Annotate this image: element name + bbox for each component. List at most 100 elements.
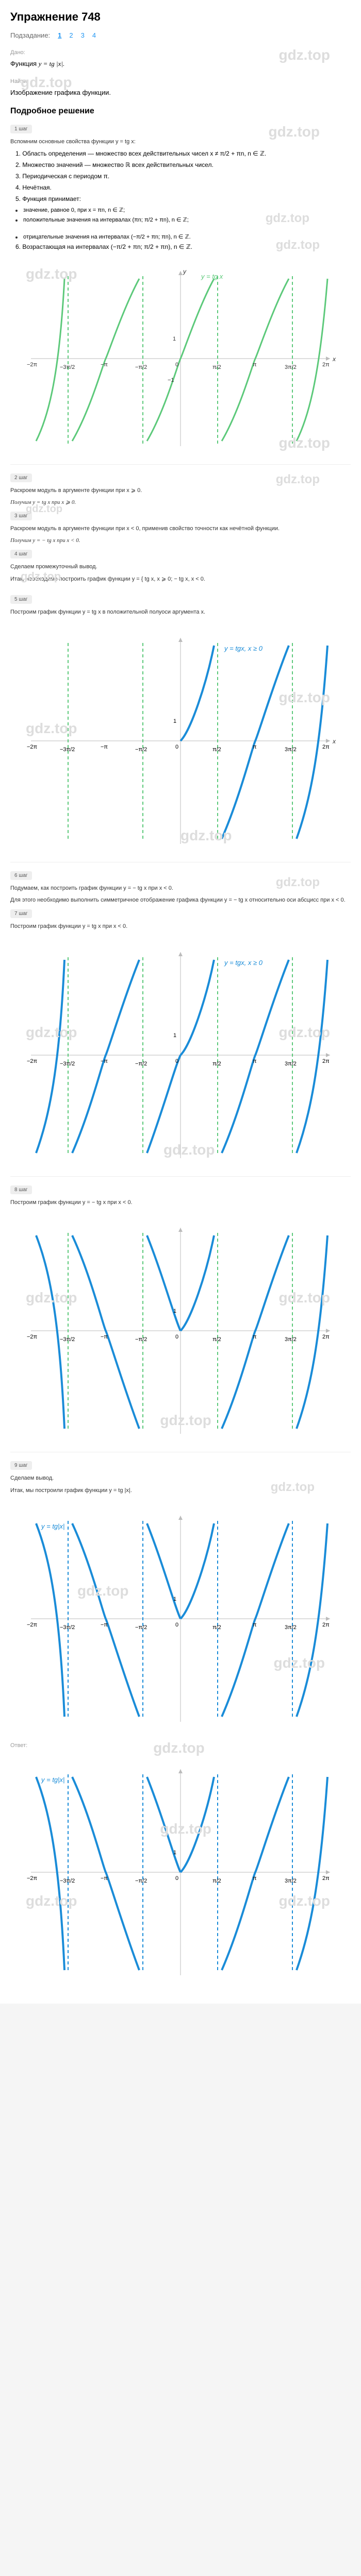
svg-text:3π/2: 3π/2 [285,1336,297,1343]
svg-text:−π/2: −π/2 [135,364,147,370]
text-line: Раскроем модуль в аргументе функции при … [10,524,351,534]
list-item: 3. Периодическая с периодом π. [10,173,351,180]
svg-text:0: 0 [175,362,178,368]
svg-text:−3π/2: −3π/2 [60,364,75,370]
svg-text:3π/2: 3π/2 [285,747,297,753]
step-badge: 1 шаг [10,125,32,133]
tab-3[interactable]: 3 [81,31,85,39]
bullet-item: значение, равное 0, при x = πn, n ∈ ℤ; [23,207,351,213]
step2-block: 2 шаг Раскроем модуль в аргументе функци… [10,472,351,617]
svg-text:y = tgx, x ≥ 0: y = tgx, x ≥ 0 [224,645,263,652]
svg-text:−2π: −2π [27,744,38,750]
chart4-wrap: −2π −3π/2 −π −π/2 0 π/2 π 3π/2 2π 1 gdz.… [10,1217,351,1444]
step-badge: 3 шаг [10,512,32,520]
tan-chart-positive: x y = tgx, x ≥ 0 −2π −3π/2 −π −π/2 0 π/2… [21,628,340,854]
svg-text:π/2: π/2 [212,364,221,370]
svg-text:−2π: −2π [27,1622,38,1628]
text-line: Получим y = tg x при x ⩾ 0. [10,498,351,507]
func-label: Функция [10,60,37,67]
svg-text:−π/2: −π/2 [135,747,147,753]
svg-text:−π: −π [101,1622,108,1628]
text-line: Сделаем промежуточный вывод. [10,563,351,572]
svg-text:−3π/2: −3π/2 [60,1624,75,1631]
dano-block: Дано: Функция y = tg |x|. gdz.top [10,49,351,68]
step6-block: 6 шаг Подумаем, как построить график фун… [10,870,351,931]
naiti-label: Найти: [10,78,351,84]
divider [10,1176,351,1177]
text-line: Сделаем вывод. [10,1474,351,1483]
svg-text:π: π [253,1334,257,1340]
svg-text:−2π: −2π [27,1875,38,1882]
step-badge: 2 шаг [10,473,32,482]
svg-text:1: 1 [173,1850,176,1856]
answer-label: Ответ: [10,1742,351,1749]
svg-text:−3π/2: −3π/2 [60,1336,75,1343]
text-line: Получим y = − tg x при x < 0. [10,536,351,546]
text-line: Раскроем модуль в аргументе функции при … [10,486,351,496]
text-line: Итак, необходимо построить график функци… [10,575,351,584]
solution-header: Подробное решение [10,107,351,116]
svg-text:−π: −π [101,744,108,750]
step-badge: 4 шаг [10,550,32,558]
tan-abs-chart: y = tg|x| −2π −3π/2 −π −π/2 0 π/2 π 3π/2… [21,1505,340,1732]
list-item: 1. Область определения — множество всех … [10,150,351,157]
svg-text:π: π [253,1875,257,1882]
svg-text:1: 1 [173,1596,176,1602]
svg-text:−π: −π [101,1875,108,1882]
text-line: Построим график функции y = tg x при x <… [10,922,351,931]
svg-text:π: π [253,1622,257,1628]
divider [10,464,351,465]
svg-text:π: π [253,744,257,750]
svg-text:−2π: −2π [27,1334,38,1340]
subtask-tabs: Подзадание: 1 2 3 4 [10,31,351,39]
tab-4[interactable]: 4 [92,31,96,39]
func-formula: y = tg |x|. [39,60,65,68]
list-item: 2. Множество значений — множество ℝ всех… [10,161,351,168]
bullet-item: положительные значения на интервалах (πn… [23,216,351,223]
text-line: Итак, мы построили график функции y = tg… [10,1486,351,1496]
svg-text:1: 1 [173,718,176,724]
step1-intro: Вспомним основные свойства функции y = t… [10,138,351,147]
exercise-title: Упражнение 748 [10,10,351,24]
svg-text:3π/2: 3π/2 [285,364,297,370]
text-line: Для этого необходимо выполнить симметрич… [10,896,351,905]
tab-1[interactable]: 1 [58,31,61,39]
svg-text:−2π: −2π [27,1058,38,1064]
svg-text:−3π/2: −3π/2 [60,1878,75,1884]
svg-text:π/2: π/2 [212,1336,221,1343]
step-badge: 7 шаг [10,909,32,918]
svg-text:−2π: −2π [27,362,38,368]
chart3-wrap: y = tgx, x ≥ 0 −2π −3π/2 −π −π/2 0 π/2 π… [10,942,351,1168]
svg-text:y = tg|x|: y = tg|x| [41,1776,64,1784]
naiti-text: Изображение графика функции. [10,89,351,96]
svg-text:2π: 2π [322,1058,330,1064]
text-line: Построим график функции y = tg x в полож… [10,608,351,617]
svg-text:x: x [332,738,336,745]
svg-text:π/2: π/2 [212,747,221,753]
step-badge: 8 шаг [10,1185,32,1194]
tan-abs-chart-answer: y = tg|x| −2π −3π/2 −π −π/2 0 π/2 π 3π/2… [21,1759,340,1986]
svg-text:−π: −π [101,1334,108,1340]
svg-text:0: 0 [175,1875,178,1882]
svg-text:π/2: π/2 [212,1624,221,1631]
chart1-wrap: x y y = tg x −2π −3π/2 −π −π/2 0 π/2 π 3… [10,261,351,456]
svg-text:−π/2: −π/2 [135,1878,147,1884]
svg-text:π/2: π/2 [212,1061,221,1067]
dano-label: Дано: [10,49,351,56]
svg-text:3π/2: 3π/2 [285,1878,297,1884]
step-badge: 9 шаг [10,1461,32,1470]
svg-text:2π: 2π [322,744,330,750]
text-line: Построим график функции y = − tg x при x… [10,1198,351,1208]
svg-text:x: x [332,355,336,363]
svg-text:π/2: π/2 [212,1878,221,1884]
svg-text:2π: 2π [322,362,330,368]
svg-text:1: 1 [173,1308,176,1314]
step9-block: 9 шаг Сделаем вывод. Итак, мы построили … [10,1460,351,1495]
svg-text:0: 0 [175,1334,178,1340]
svg-text:y = tg|x|: y = tg|x| [41,1522,64,1530]
svg-text:−π: −π [101,1058,108,1064]
svg-text:2π: 2π [322,1875,330,1882]
text-line: Подумаем, как построить график функции y… [10,884,351,893]
tab-2[interactable]: 2 [69,31,73,39]
svg-text:0: 0 [175,744,178,750]
